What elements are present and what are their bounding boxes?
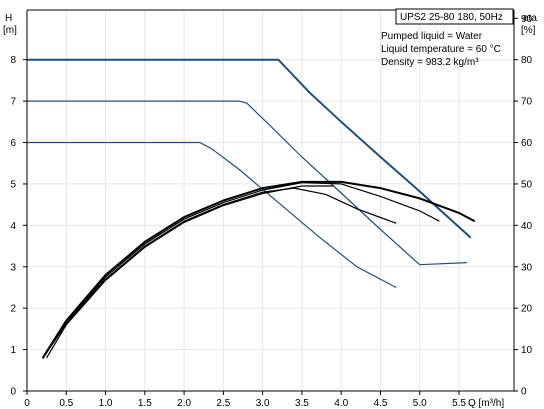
y-left-unit: [m] (3, 25, 17, 36)
y-left-tick-label: 6 (10, 138, 16, 149)
header-box (395, 8, 514, 25)
x-tick-label: 0 (24, 398, 30, 409)
y-right-tick-label: 60 (521, 138, 533, 149)
info-line-temperature: Liquid temperature = 60 °C (381, 44, 501, 55)
info-line-density: Density = 983.2 kg/m³ (381, 57, 479, 68)
head-curve-2 (27, 100, 467, 266)
y-left-tick-label: 0 (10, 387, 16, 398)
y-right-tick-label: 20 (521, 304, 533, 315)
y-right-tick-label: 40 (521, 221, 533, 232)
info-line-liquid: Pumped liquid = Water (381, 31, 483, 42)
y-left-tick-label: 2 (10, 304, 16, 315)
x-tick-label: 1.0 (99, 398, 113, 409)
head-curve-1 (27, 58, 472, 239)
x-tick-label: 0.5 (59, 398, 73, 409)
efficiency-curve-4 (46, 185, 334, 359)
y-right-tick-label: 50 (521, 179, 533, 190)
y-right-tick-label: 80 (521, 55, 533, 66)
y-left-tick-label: 8 (10, 55, 16, 66)
y-right-unit: [%] (521, 25, 536, 36)
x-tick-label: 2.5 (216, 398, 230, 409)
x-tick-label: 5.0 (413, 398, 427, 409)
y-right-tick-label: 90 (521, 14, 533, 25)
x-tick-label: 3.5 (295, 398, 309, 409)
x-axis-title: Q [m³/h] (468, 398, 504, 409)
y-right-tick-label: 30 (521, 262, 533, 273)
y-left-title: H (5, 13, 12, 24)
efficiency-curve-1 (41, 180, 476, 359)
efficiency-curves (41, 180, 476, 360)
head-curves (27, 58, 472, 289)
efficiency-curve-3 (42, 187, 397, 360)
y-left-tick-label: 7 (10, 97, 16, 108)
x-tick-label: 2.0 (177, 398, 191, 409)
y-right-tick-label: 10 (521, 345, 533, 356)
y-right-tick-label: 0 (521, 387, 527, 398)
y-left-tick-label: 5 (10, 179, 16, 190)
x-tick-label: 4.5 (374, 398, 388, 409)
y-right-tick-label: 70 (521, 97, 533, 108)
x-tick-label: 5.5 (452, 398, 466, 409)
y-left-tick-label: 3 (10, 262, 16, 273)
efficiency-curve-2 (42, 182, 440, 359)
head-curve-3 (27, 141, 397, 289)
x-tick-label: 3.0 (256, 398, 270, 409)
x-tick-label: 4.0 (334, 398, 348, 409)
y-right-title: eta (523, 13, 537, 24)
x-tick-label: 1.5 (138, 398, 152, 409)
y-left-tick-label: 1 (10, 345, 16, 356)
header-label: UPS2 25-80 180, 50Hz (400, 12, 503, 23)
y-left-tick-label: 4 (10, 221, 16, 232)
